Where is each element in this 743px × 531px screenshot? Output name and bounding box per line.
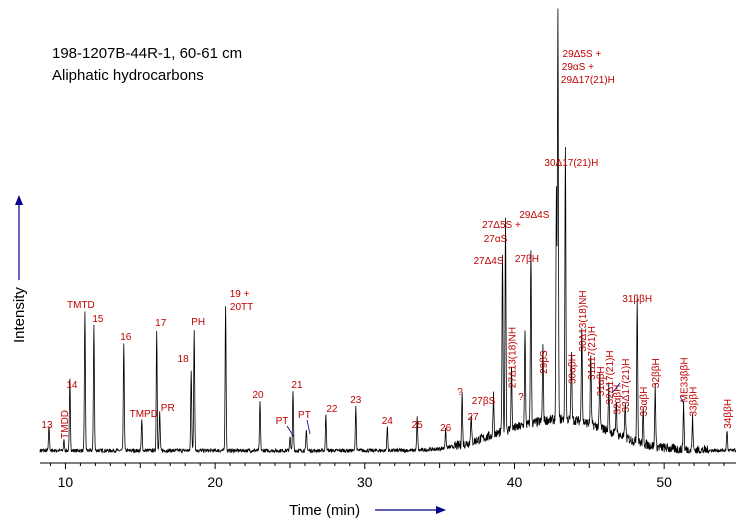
peak-label: 19 + <box>230 289 250 300</box>
peak-label: 31ββH <box>622 294 652 305</box>
x-tick-label: 50 <box>656 474 672 490</box>
chart-subtitle: Aliphatic hydrocarbons <box>52 67 204 84</box>
peak-labels: 13 TMDD 14 TMTD 15 16 TMPD 17 PR 18 PH 19 + 20TT 20 PT… <box>41 49 734 439</box>
peak-label: 33ββH <box>689 387 700 417</box>
peak-label: PR <box>161 403 175 414</box>
peak-label: 21 <box>291 380 303 391</box>
peak-label: 24 <box>382 416 394 427</box>
x-axis-ticks: 10 20 30 40 50 <box>49 463 725 490</box>
peak-label: 30Δ13(18)NH <box>578 290 589 351</box>
peak-label: 29βS <box>539 350 550 374</box>
peak-label: TMTD <box>67 300 95 311</box>
peak-label: 15 <box>92 314 104 325</box>
peak-label: 14 <box>66 380 78 391</box>
peak-label: 29Δ5S + <box>563 49 602 60</box>
peak-label: PH <box>191 317 205 328</box>
peak-label: 27αS <box>484 234 508 245</box>
x-tick-label: 30 <box>357 474 373 490</box>
x-tick-label: 40 <box>507 474 523 490</box>
peak-label: 26 <box>440 423 452 434</box>
peak-label: 17 <box>155 318 167 329</box>
peak-label: 31Δ17(21)H <box>587 326 598 380</box>
peak-label: 27βH <box>515 254 539 265</box>
label-connectors <box>286 382 685 438</box>
peak-label: 31αβH <box>596 366 607 396</box>
peak-label: ? <box>518 392 524 403</box>
peak-label: 25 <box>412 420 424 431</box>
peak-label: ? <box>457 387 463 398</box>
peak-label: 22 <box>326 404 338 415</box>
peak-label: 20 <box>252 390 264 401</box>
peak-label: 13 <box>41 420 53 431</box>
x-tick-label: 10 <box>58 474 74 490</box>
y-axis-label: Intensity <box>11 287 28 343</box>
peak-label: PT <box>298 410 311 421</box>
peak-label: 33αβH <box>639 387 650 417</box>
peak-label: 27βS <box>472 396 496 407</box>
peak-label: 27Δ13(18)NH <box>507 327 518 388</box>
x-axis-label: Time (min) <box>289 502 360 519</box>
peak-label: 16 <box>120 332 132 343</box>
peak-label: PT <box>276 416 289 427</box>
peak-label: 32αβH <box>612 385 623 415</box>
peak-label: 27 <box>468 412 480 423</box>
peak-label: 30αβH <box>567 354 578 384</box>
peak-label: 29Δ17(21)H <box>561 75 615 86</box>
peak-label: 29αS + <box>562 62 594 73</box>
peak-label: 27Δ5S + <box>482 220 521 231</box>
sample-title: 198-1207B-44R-1, 60-61 cm <box>52 45 242 62</box>
x-axis-arrow <box>375 506 446 514</box>
peak-label: 34ββH <box>723 399 734 429</box>
peak-label: ME33ββH <box>680 357 691 402</box>
peak-label: 29Δ4S <box>519 210 549 221</box>
peak-label: 32ββH <box>651 358 662 388</box>
peak-label: 32Δ17(21)H <box>605 350 616 404</box>
peak-label: 27Δ4S <box>473 256 503 267</box>
peak-label: 30Δ17(21)H <box>544 158 598 169</box>
x-tick-label: 20 <box>207 474 223 490</box>
peak-label: 18 <box>178 354 190 365</box>
peak-label: 23 <box>350 395 362 406</box>
peak-label: TMPD <box>130 409 158 420</box>
peak-label: TMDD <box>60 410 71 439</box>
y-axis-arrow <box>15 195 23 280</box>
peak-label: 33Δ17(21)H <box>621 359 632 413</box>
peak-label: 20TT <box>230 302 253 313</box>
chromatogram-trace <box>39 8 737 455</box>
